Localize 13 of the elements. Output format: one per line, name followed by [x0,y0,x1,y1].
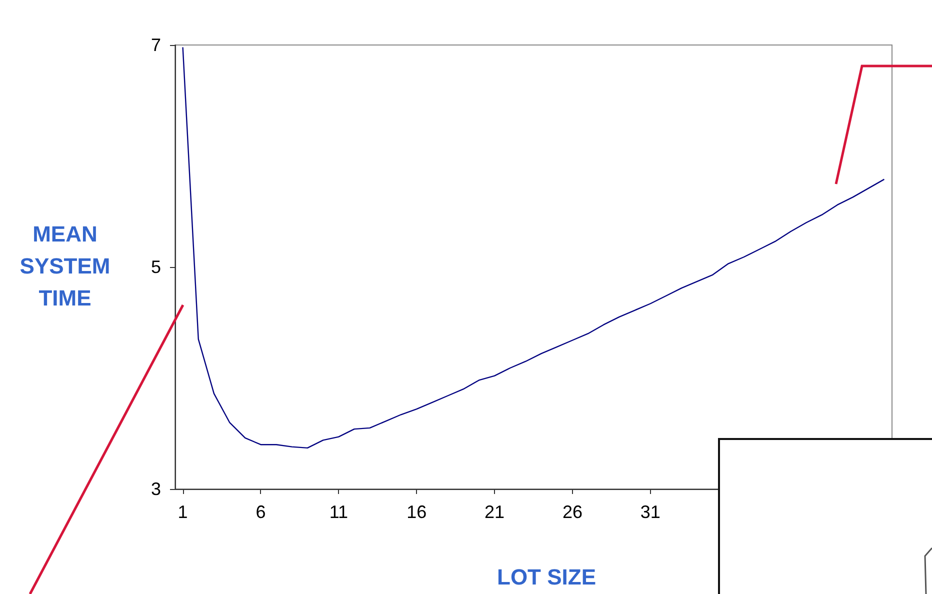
x-tick-label: 11 [329,502,348,522]
x-tick-label: 1 [178,502,188,522]
x-tick-label: 16 [406,502,427,522]
line-series [182,46,885,449]
y-tick-label: 7 [150,35,161,55]
x-tick-label: 21 [484,502,505,522]
x-tick-label: 31 [640,502,660,522]
x-tick-label: 26 [562,502,582,522]
x-axis-title: LOT SIZE [497,564,596,590]
y-axis-title: MEAN SYSTEM TIME [20,222,110,310]
y-tick-label: 3 [150,479,161,499]
y-tick-label: 5 [150,257,161,277]
x-tick-label: 6 [256,502,266,522]
